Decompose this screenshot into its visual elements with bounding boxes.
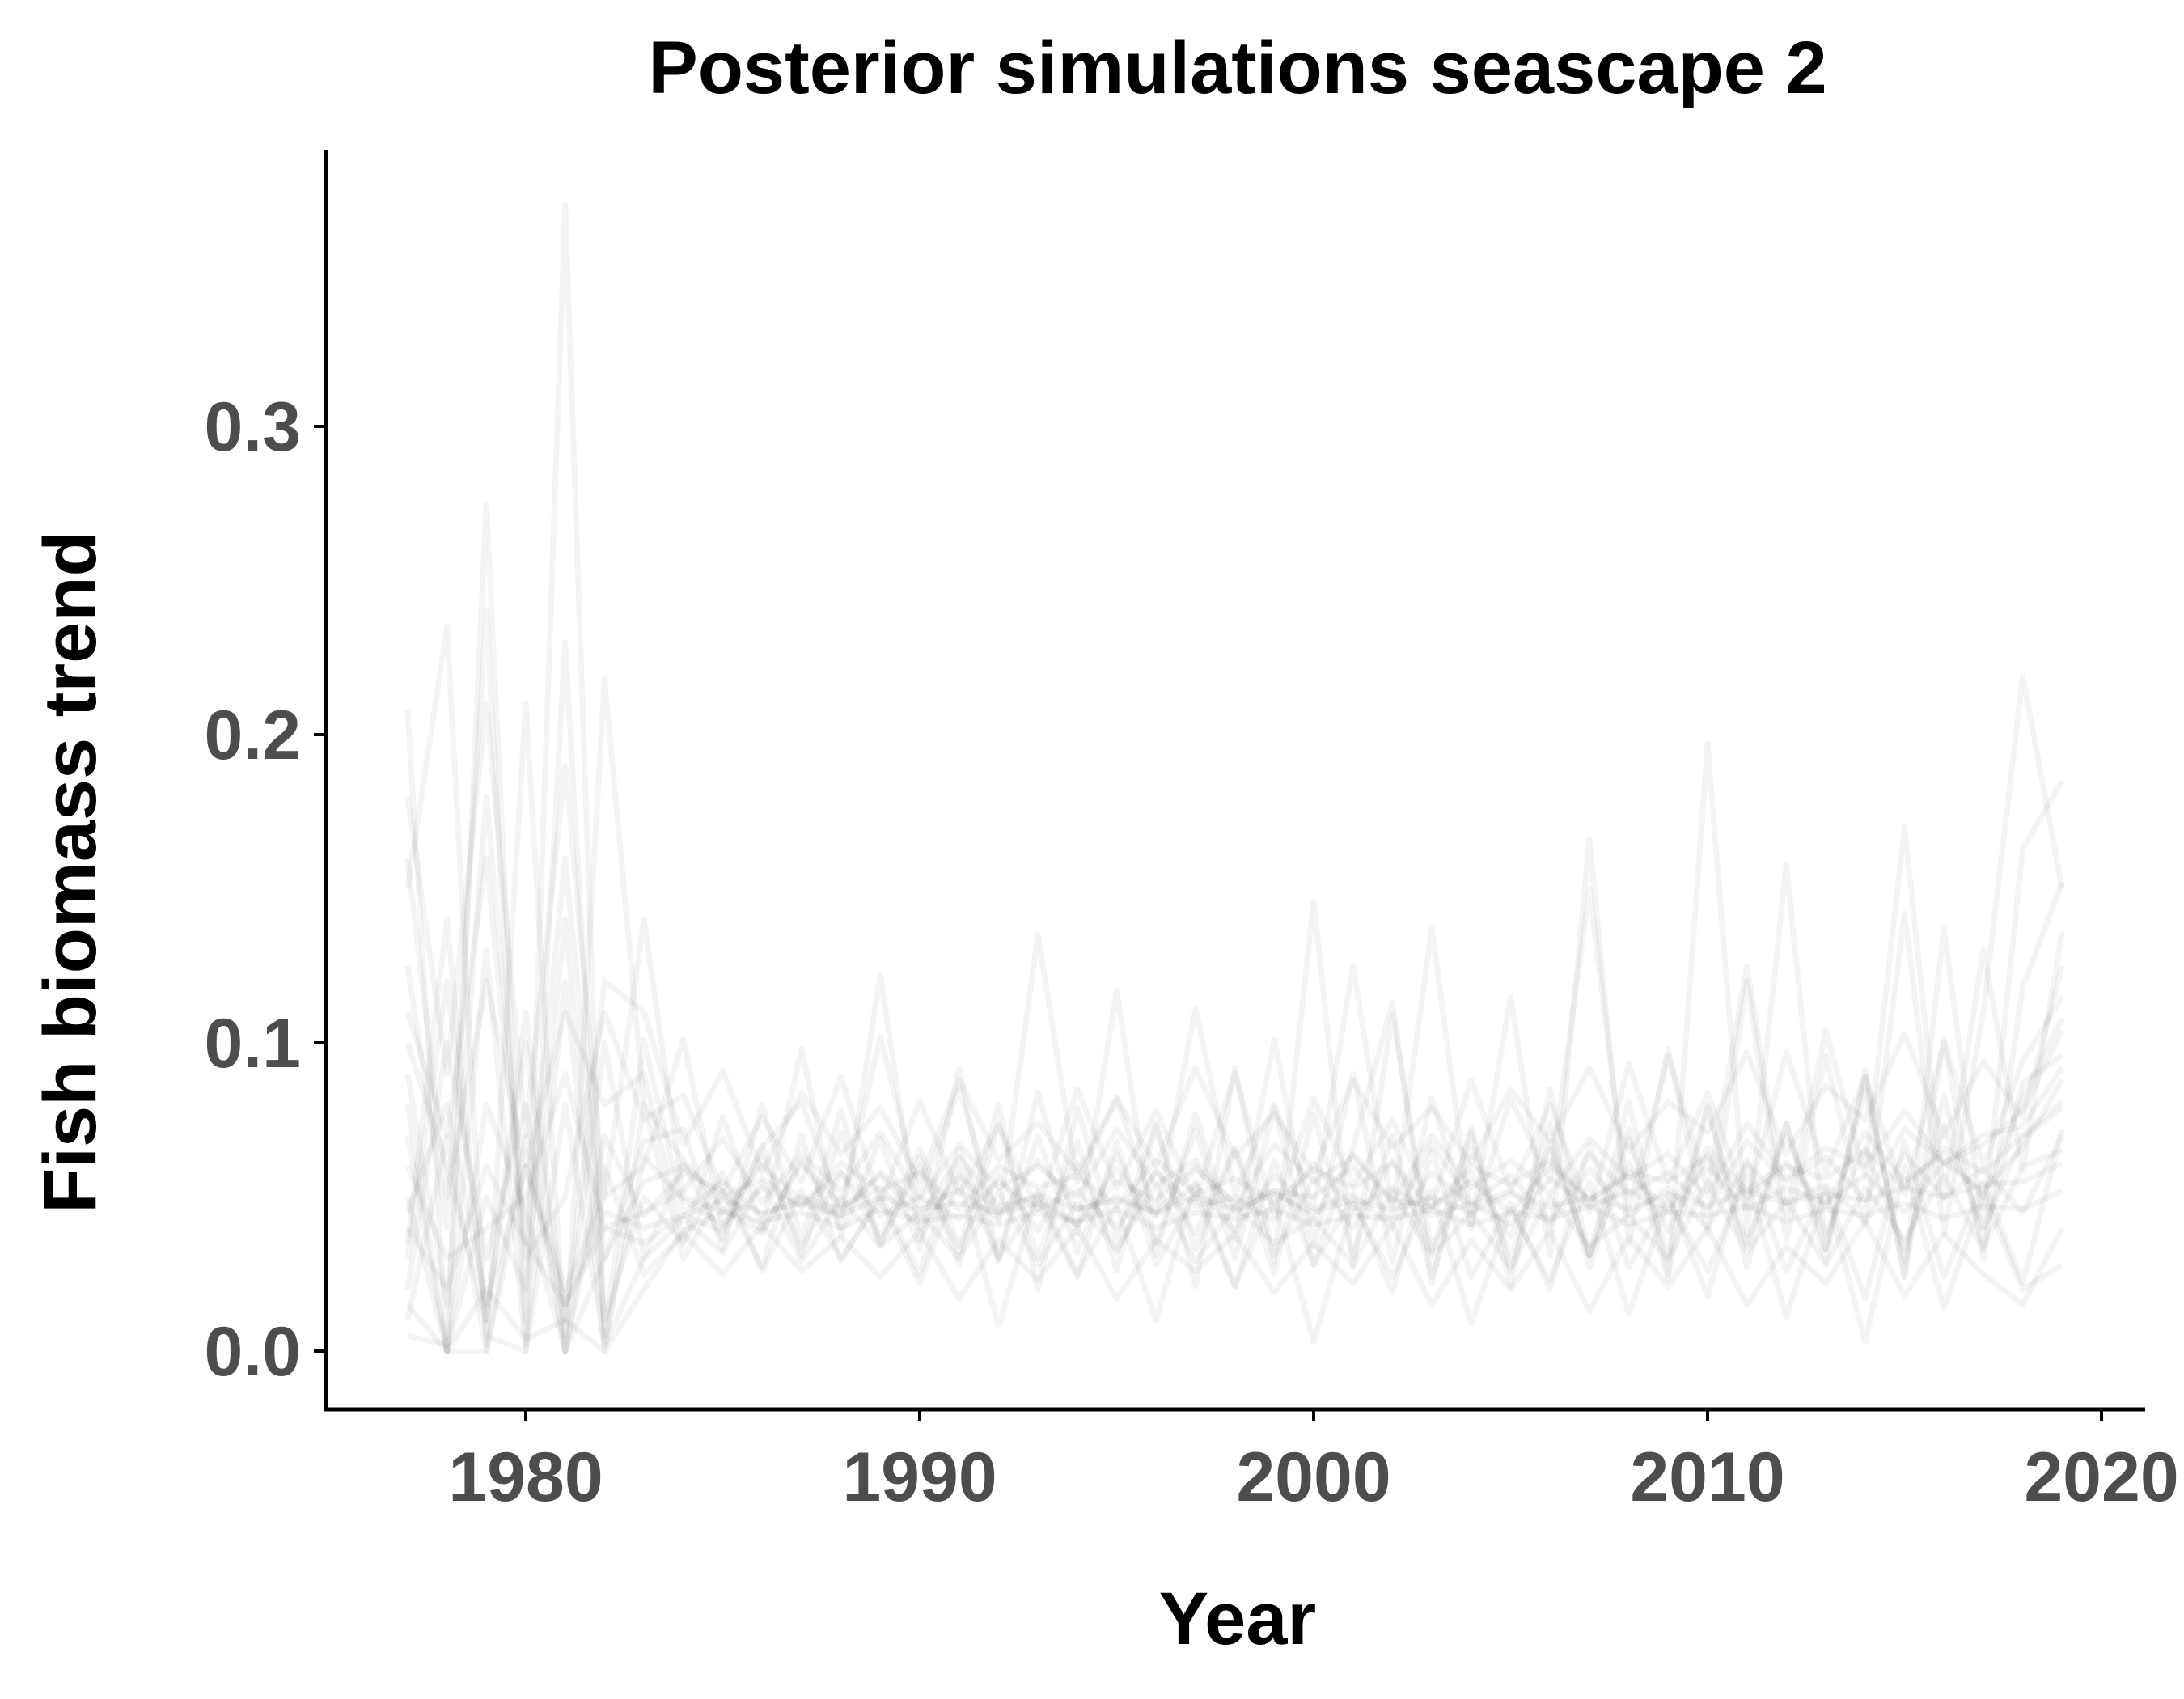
simulation-line-7 (404, 917, 2064, 1354)
y-tick-label: 0.3 (204, 388, 301, 466)
chart-title: Posterior simulations seascape 2 (648, 27, 1826, 109)
simulation-line-19 (404, 854, 2065, 1262)
y-axis-title: Fish biomass trend (29, 531, 112, 1214)
simulation-line-20 (404, 1101, 2064, 1308)
simulation-line-1 (404, 201, 2065, 1354)
simulation-line-8 (404, 917, 2065, 1354)
x-axis-ticks: 1980 1990 2000 2010 2020 (448, 1409, 2179, 1516)
simulation-line-4 (404, 740, 2065, 1308)
x-axis-title: Year (1159, 1578, 1316, 1660)
simulation-line-14 (404, 1066, 2065, 1262)
simulation-line-15 (404, 673, 2065, 1265)
simulation-line-2 (404, 624, 2065, 1354)
x-tick-label: 1980 (448, 1438, 603, 1516)
simulation-line-17 (404, 917, 2065, 1354)
x-tick-label: 2000 (1236, 1438, 1390, 1516)
simulation-line-10 (404, 1160, 2063, 1308)
simulation-line-13 (404, 1040, 2065, 1354)
y-axis-ticks: 0.0 0.1 0.2 0.3 (204, 388, 326, 1391)
y-tick-label: 0.2 (204, 697, 301, 774)
simulation-line-3 (404, 608, 2065, 1348)
series-lines (404, 201, 2065, 1354)
y-tick-label: 0.1 (204, 1005, 301, 1083)
simulation-line-9 (404, 701, 2065, 1231)
x-tick-label: 1990 (842, 1438, 997, 1516)
simulation-line-11 (407, 947, 2063, 1354)
simulation-line-16 (404, 1099, 2064, 1354)
x-tick-label: 2020 (2024, 1438, 2178, 1516)
simulation-line-18 (405, 1188, 2063, 1354)
simulation-line-5 (404, 1101, 2065, 1354)
x-tick-label: 2010 (1630, 1438, 1784, 1516)
y-tick-label: 0.0 (204, 1313, 301, 1391)
simulation-line-12 (404, 964, 2065, 1324)
simulation-line-6 (404, 978, 2064, 1339)
